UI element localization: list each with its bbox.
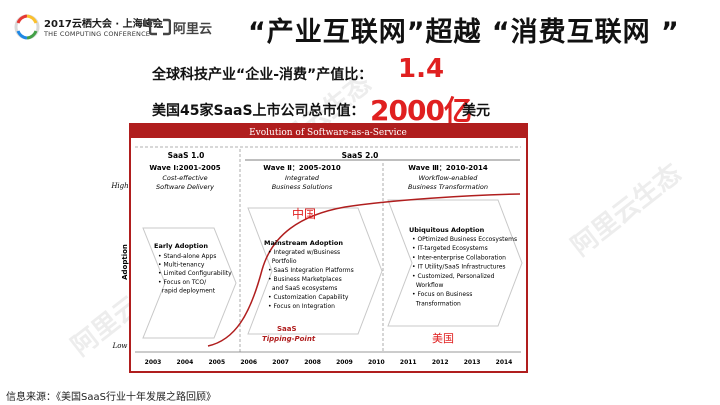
aliyun-logo: 阿里云 xyxy=(149,16,219,38)
chart-title: Evolution of Software-as-a-Service xyxy=(249,128,407,138)
early-item: • Multi-tenancy xyxy=(158,262,205,269)
y-high-label: High xyxy=(110,182,128,190)
wave1-sub2: Software Delivery xyxy=(156,183,214,191)
tipping-point-label-1: SaaS xyxy=(277,325,297,333)
conference-logo-icon xyxy=(14,14,40,40)
ubiquitous-item: • IT Utility/SaaS Infrastructures xyxy=(412,264,506,271)
mainstream-title: Mainstream Adoption xyxy=(264,239,343,247)
page-title: “产业互联网”超越 “消费互联网 ” xyxy=(248,17,680,48)
y-axis-label: Adoption xyxy=(121,244,129,280)
early-adoption-box: Early Adoption • Stand-alone Apps • Multi… xyxy=(154,242,232,294)
mainstream-item: • SaaS Integration Platforms xyxy=(268,267,354,274)
wave2-sub2: Business Solutions xyxy=(272,183,333,191)
x-tick-label: 2013 xyxy=(464,359,481,366)
usa-marker-label: 美国 xyxy=(432,332,454,345)
ubiquitous-item: • OPtimized Business Eccosystems xyxy=(412,236,517,243)
aliyun-logo-icon xyxy=(149,18,171,36)
mainstream-item: • Integrated w/Business xyxy=(268,249,340,256)
mainstream-item: Portfolio xyxy=(268,258,297,265)
ubiquitous-title: Ubiquitous Adoption xyxy=(409,226,485,234)
china-marker-label: 中国 xyxy=(292,206,316,221)
x-tick-label: 2006 xyxy=(240,359,257,366)
x-tick-label: 2005 xyxy=(208,359,225,366)
ubiquitous-item: • Inter-enterprise Collaboration xyxy=(412,254,506,261)
stat-market-cap-label: 美国45家SaaS上市公司总市值： xyxy=(152,103,365,119)
early-item: • Limited Configurability xyxy=(158,270,232,277)
x-tick-label: 2003 xyxy=(145,359,162,366)
ubiquitous-item: Workflow xyxy=(412,282,443,289)
wave-arrows xyxy=(142,199,523,339)
early-item: rapid deployment xyxy=(158,287,216,294)
y-low-label: Low xyxy=(112,342,128,350)
ubiquitous-adoption-box: Ubiquitous Adoption • OPtimized Business… xyxy=(409,226,517,307)
ubiquitous-item: • Customized, Personalized xyxy=(412,273,495,280)
source-note: 信息来源：《美国SaaS行业十年发展之路回顾》 xyxy=(6,392,216,403)
wave2-title: Wave Ⅱ：2005-2010 xyxy=(263,164,341,172)
stat-market-cap-value: 2000亿 xyxy=(370,94,472,127)
aliyun-brand: 阿里云 xyxy=(173,22,213,37)
stat-market-cap-unit: 美元 xyxy=(462,103,490,119)
wave3-title: Wave Ⅲ：2010-2014 xyxy=(408,164,488,172)
wave1-sub1: Cost-effective xyxy=(162,174,207,182)
chart-title-bar xyxy=(131,125,526,138)
x-tick-label: 2008 xyxy=(304,359,321,366)
wave3-sub2: Business Transformation xyxy=(408,183,488,191)
stat-ratio-label: 全球科技产业“企业-消费”产值比： xyxy=(152,67,373,83)
mainstream-adoption-box: Mainstream Adoption • Integrated w/Busin… xyxy=(264,239,354,310)
adoption-curve xyxy=(207,193,521,347)
mainstream-item: • Focus on Integration xyxy=(268,303,335,310)
conference-name: 2017云栖大会 · 上海峰会 xyxy=(44,19,163,30)
stat-ratio-value: 1.4 xyxy=(398,54,445,84)
x-tick-label: 2007 xyxy=(272,359,289,366)
x-tick-label: 2010 xyxy=(368,359,385,366)
x-tick-label: 2004 xyxy=(177,359,194,366)
early-title: Early Adoption xyxy=(154,242,208,250)
ubiquitous-item: Transformation xyxy=(412,300,461,307)
mainstream-item: and SaaS ecosystems xyxy=(268,285,337,292)
x-axis-years: 2003 2004 2005 2006 2007 2008 2009 2010 2011 2012… xyxy=(145,359,513,366)
wave1-title: Wave Ⅰ:2001-2005 xyxy=(149,164,220,172)
early-item: • Focus on TCO/ xyxy=(158,279,207,286)
x-tick-label: 2011 xyxy=(400,359,417,366)
ubiquitous-item: • IT-targeted Ecosystems xyxy=(412,245,488,252)
early-item: • Stand-alone Apps xyxy=(158,253,216,260)
x-tick-label: 2009 xyxy=(336,359,353,366)
tipping-point-label-2: Tipping-Point xyxy=(262,335,316,343)
mainstream-item: • Business Marketplaces xyxy=(268,276,342,283)
x-tick-label: 2012 xyxy=(432,359,449,366)
conference-logo: 2017云栖大会 · 上海峰会 THE COMPUTING CONFERENCE xyxy=(14,14,163,44)
saas1-label: SaaS 1.0 xyxy=(168,151,205,160)
mainstream-item: • Customization Capability xyxy=(268,294,349,301)
wave2-sub1: Integrated xyxy=(285,174,320,182)
wave3-sub1: Workflow-enabled xyxy=(419,174,479,182)
conference-subtitle: THE COMPUTING CONFERENCE xyxy=(44,30,151,38)
saas2-label: SaaS 2.0 xyxy=(342,151,379,160)
ubiquitous-item: • Focus on Business xyxy=(412,291,472,298)
x-tick-label: 2014 xyxy=(496,359,513,366)
